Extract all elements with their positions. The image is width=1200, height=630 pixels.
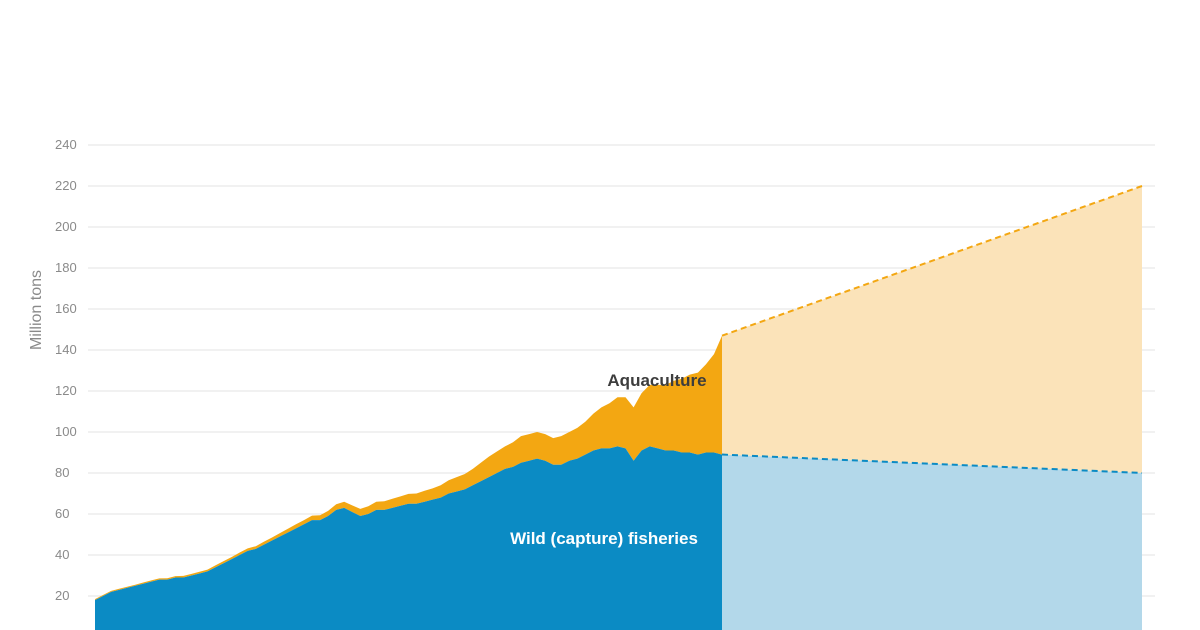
y-tick-200: 200 (55, 219, 77, 234)
y-tick-labels: 020406080100120140160180200220240 (55, 137, 77, 630)
wild-fisheries-projection-area (722, 454, 1142, 630)
aquaculture-label: Aquaculture (607, 371, 706, 390)
aquaculture-projection-line (721, 185, 1143, 337)
y-tick-180: 180 (55, 260, 77, 275)
y-tick-120: 120 (55, 383, 77, 398)
y-tick-80: 80 (55, 465, 69, 480)
wild-projection-line (721, 453, 1143, 474)
y-tick-240: 240 (55, 137, 77, 152)
y-tick-20: 20 (55, 588, 69, 603)
wild-fisheries-label: Wild (capture) fisheries (510, 529, 698, 548)
aquaculture-projection-area (722, 186, 1142, 473)
y-tick-60: 60 (55, 506, 69, 521)
y-tick-100: 100 (55, 424, 77, 439)
y-tick-160: 160 (55, 301, 77, 316)
y-axis-title: Million tons (28, 270, 45, 350)
wild-fisheries-area (95, 446, 722, 630)
area-series (95, 185, 1143, 630)
y-tick-140: 140 (55, 342, 77, 357)
y-tick-220: 220 (55, 178, 77, 193)
y-tick-40: 40 (55, 547, 69, 562)
